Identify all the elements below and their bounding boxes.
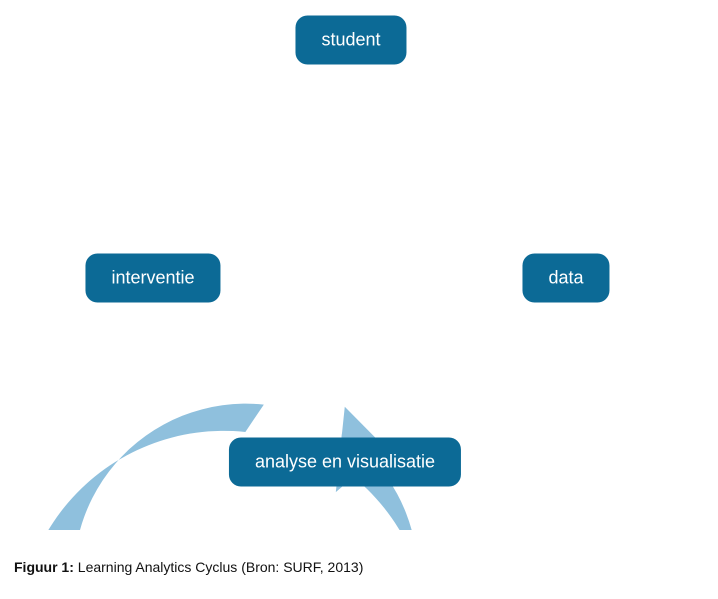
node-label: data bbox=[548, 268, 583, 288]
cycle-diagram: student data analyse en visualisatie interv… bbox=[0, 0, 718, 530]
node-label: analyse en visualisatie bbox=[255, 452, 435, 472]
figure-caption: Figuur 1: Learning Analytics Cyclus (Bro… bbox=[14, 559, 363, 575]
caption-text: Learning Analytics Cyclus (Bron: SURF, 2… bbox=[78, 559, 364, 575]
node-label: interventie bbox=[111, 268, 194, 288]
node-data: data bbox=[522, 254, 609, 303]
node-label: student bbox=[321, 30, 380, 50]
node-analyse: analyse en visualisatie bbox=[229, 438, 461, 487]
node-interventie: interventie bbox=[85, 254, 220, 303]
caption-prefix: Figuur 1: bbox=[14, 559, 78, 575]
node-student: student bbox=[295, 16, 406, 65]
